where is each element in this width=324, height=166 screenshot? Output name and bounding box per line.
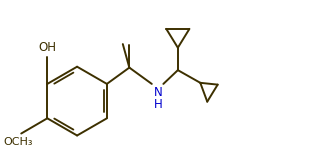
Text: N
H: N H xyxy=(154,86,162,111)
Text: OCH₃: OCH₃ xyxy=(4,137,33,147)
Text: OH: OH xyxy=(38,41,56,54)
